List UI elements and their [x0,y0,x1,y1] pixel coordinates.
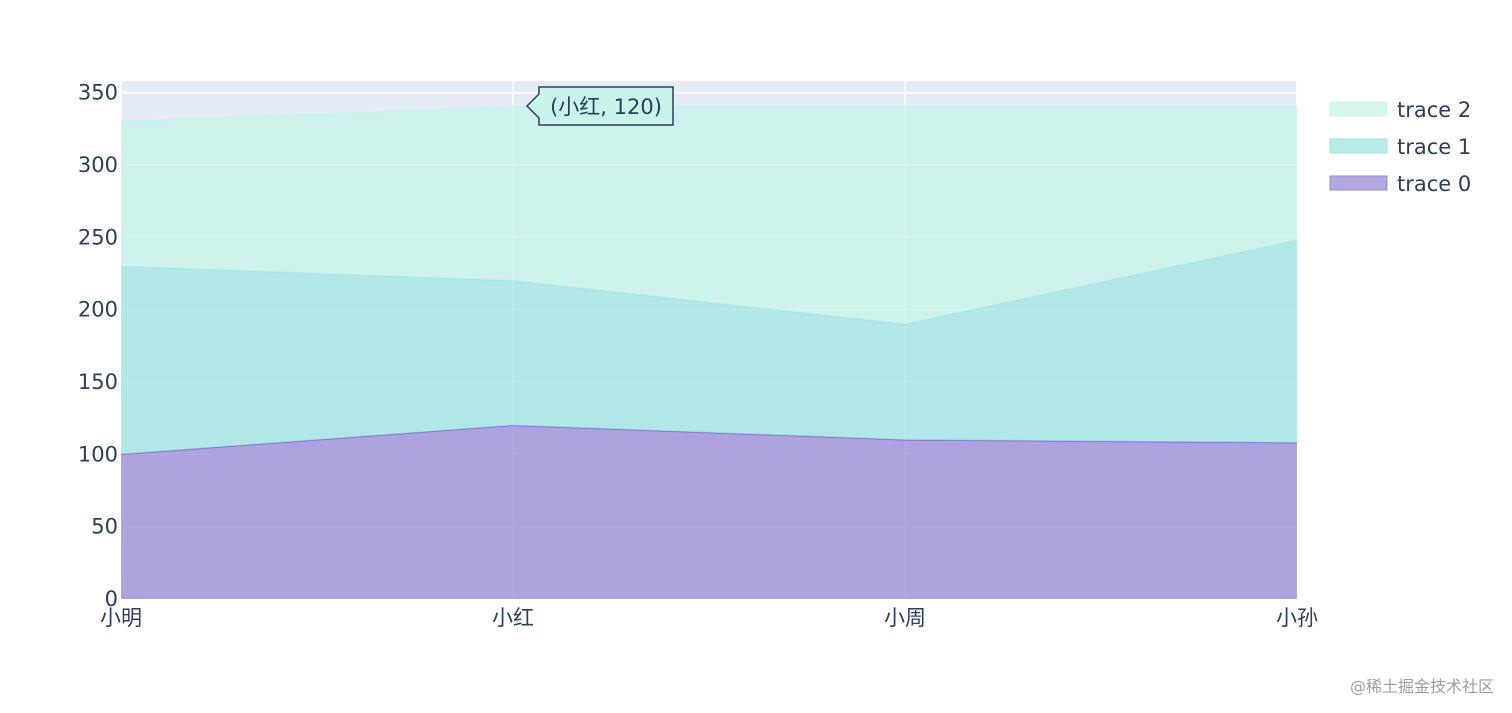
legend-label: trace 0 [1397,172,1471,196]
line-trace-0 [120,424,1298,456]
y-tick-label: 300 [78,153,118,177]
legend-label: trace 1 [1397,135,1471,159]
legend[interactable]: trace 2 trace 1 trace 0 [1329,98,1471,196]
tooltip-box [525,86,674,126]
hover-tooltip: (小红, 120) [525,86,674,126]
area-trace-2[interactable] [121,107,1297,325]
legend-swatch [1329,175,1388,191]
x-tick-label: 小红 [492,606,534,630]
legend-swatch [1329,101,1388,117]
legend-item-trace-2[interactable]: trace 2 [1329,98,1471,122]
x-axis: 小明 小红 小周 小孙 [100,606,1318,630]
x-tick-label: 小孙 [1276,606,1318,630]
y-tick-label: 250 [78,225,118,249]
legend-label: trace 2 [1397,98,1471,122]
tooltip-text: (小红, 120) [550,95,662,119]
y-tick-label: 50 [91,515,118,539]
y-tick-label: 100 [78,442,118,466]
line-trace-1 [120,239,1298,325]
x-tick-label: 小明 [100,606,142,630]
area-trace-0[interactable] [121,425,1297,599]
legend-item-trace-0[interactable]: trace 0 [1329,172,1471,196]
area-trace-1[interactable] [121,240,1297,455]
legend-swatch [1329,138,1388,154]
y-tick-label: 200 [78,298,118,322]
line-trace-2 [120,106,1297,123]
legend-item-trace-1[interactable]: trace 1 [1329,135,1471,159]
y-axis: 0 50 100 150 200 250 300 350 [78,81,118,611]
watermark: @稀土掘金技术社区 [1349,677,1494,696]
y-tick-label: 350 [78,81,118,105]
area-series[interactable] [120,106,1298,599]
y-tick-label: 0 [105,587,118,611]
x-tick-label: 小周 [884,606,926,630]
y-tick-label: 150 [78,370,118,394]
